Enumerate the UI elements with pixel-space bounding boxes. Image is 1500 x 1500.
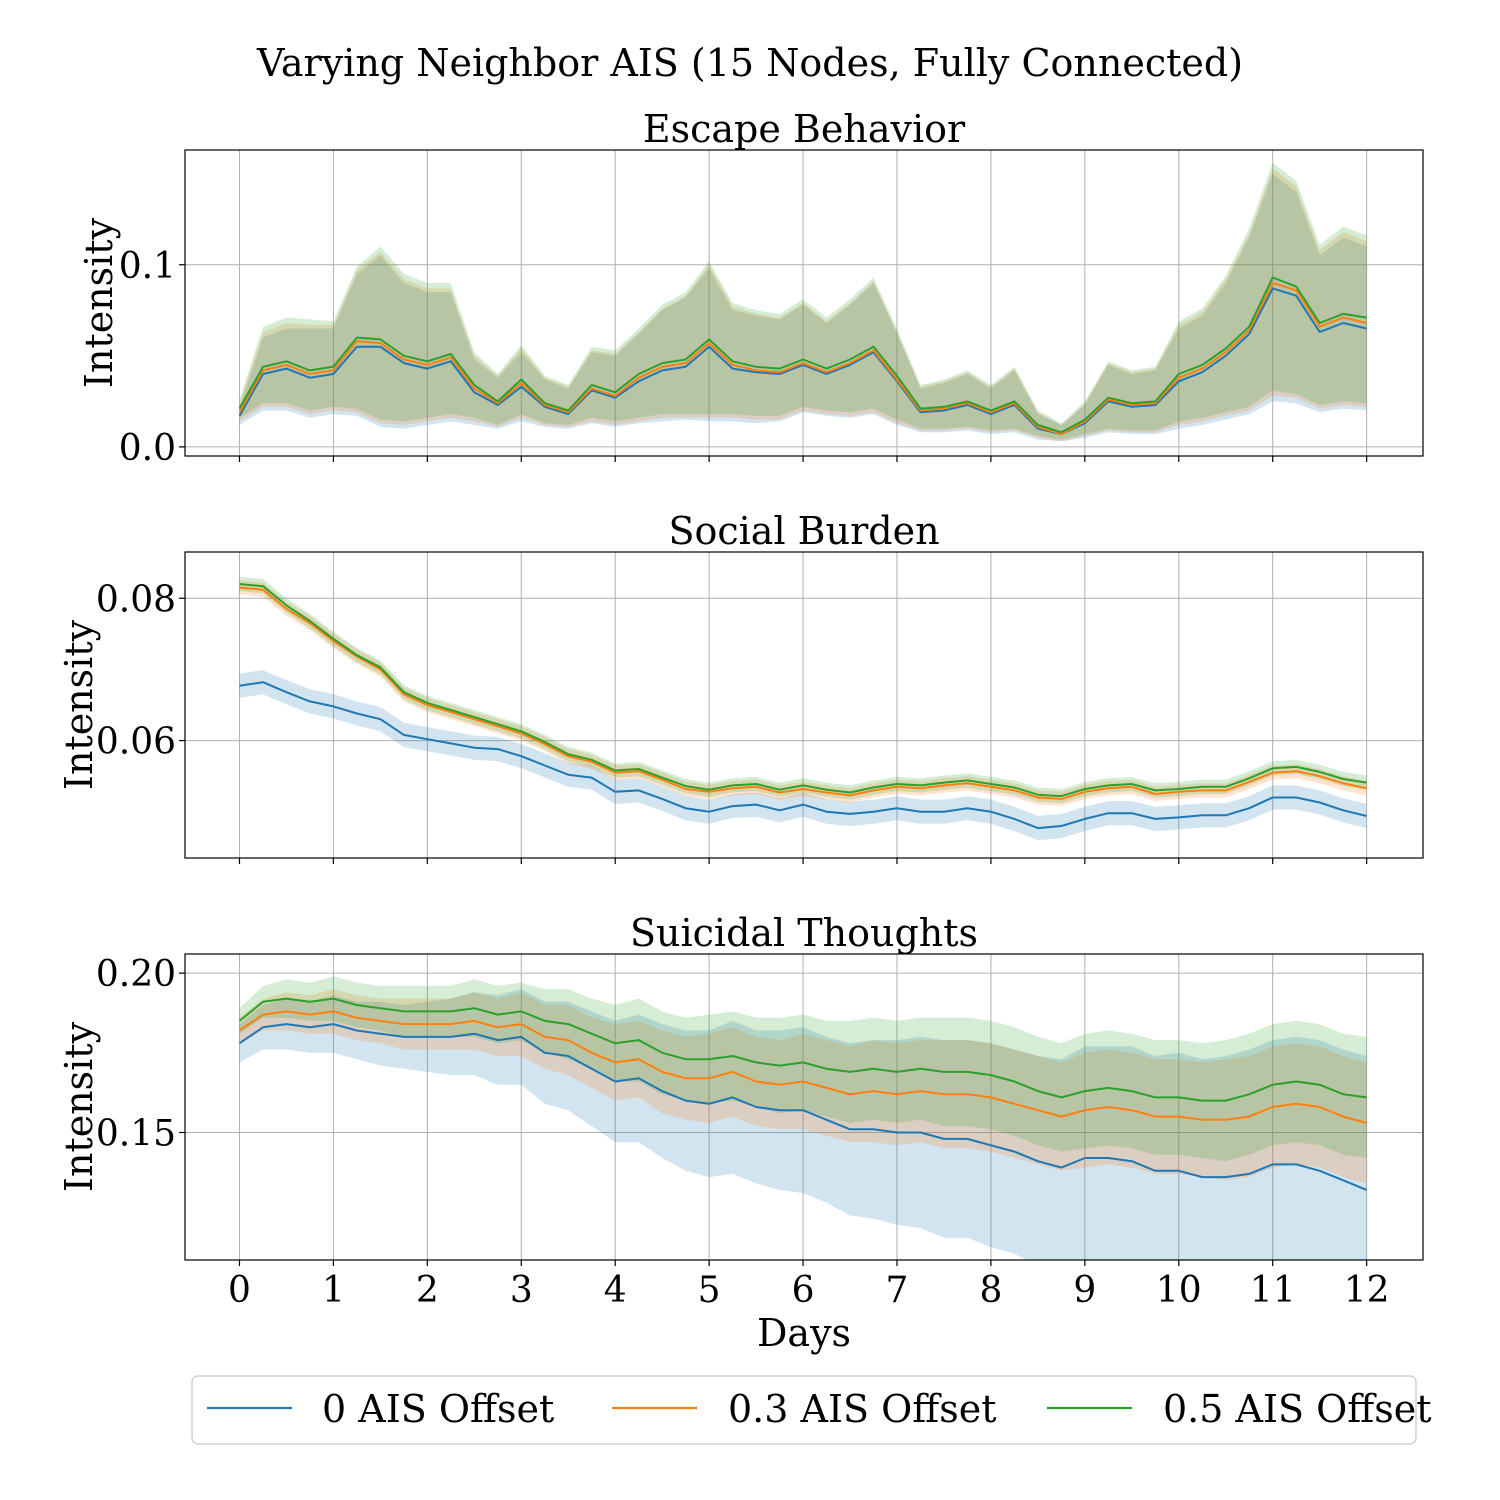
y-axis-label: Intensity — [57, 619, 101, 790]
legend-item: 0.3 AIS Offset — [612, 1387, 997, 1431]
series-band-1 — [239, 580, 1367, 807]
axes-frame — [184, 953, 1424, 1261]
legend-label: 0.3 AIS Offset — [728, 1387, 997, 1431]
legend-label: 0 AIS Offset — [322, 1387, 554, 1431]
series-line-2 — [238, 997, 1367, 1102]
plot-area — [238, 976, 1367, 1260]
x-tick-label: 6 — [792, 1270, 815, 1311]
y-tick-label: 0.20 — [96, 954, 176, 995]
ticks: 0.06 0.08 — [96, 579, 1368, 864]
series-line-1 — [238, 282, 1367, 436]
x-tick-label: 0 — [228, 1270, 251, 1311]
series-band-0 — [239, 173, 1367, 442]
y-tick-label: 0.15 — [96, 1114, 176, 1155]
x-tick-label: 10 — [1156, 1270, 1202, 1311]
x-tick-label: 5 — [698, 1270, 721, 1311]
legend-item: 0 AIS Offset — [207, 1387, 554, 1431]
legend-frame — [191, 1375, 1417, 1445]
series-line-0 — [238, 1023, 1367, 1191]
x-tick-label: 11 — [1250, 1270, 1296, 1311]
panel-title: Suicidal Thoughts — [630, 911, 978, 955]
chart-panel: 0.0 0.1 Escape Behavior Intensity — [77, 107, 1424, 469]
series-band-0 — [239, 670, 1367, 841]
legend-item: 0.5 AIS Offset — [1047, 1387, 1432, 1431]
x-axis-label: Days — [757, 1311, 851, 1355]
series-line-1 — [238, 1010, 1367, 1124]
x-tick-label: 8 — [979, 1270, 1002, 1311]
axes-frame — [184, 551, 1424, 859]
x-tick-label: 2 — [416, 1270, 439, 1311]
x-tick-label: 12 — [1344, 1270, 1390, 1311]
panel-title: Social Burden — [668, 509, 939, 553]
grid — [185, 150, 1423, 456]
x-tick-label: 3 — [510, 1270, 533, 1311]
y-axis-label: Intensity — [77, 217, 121, 388]
y-tick-label: 0.1 — [119, 246, 176, 287]
panel-title: Escape Behavior — [643, 107, 966, 151]
series-band-1 — [239, 168, 1367, 442]
axes-frame — [184, 149, 1424, 457]
series-line-0 — [239, 681, 1367, 830]
ticks: 0.0 0.1 — [119, 246, 1368, 469]
x-tick-label: 1 — [322, 1270, 345, 1311]
figure-suptitle: Varying Neighbor AIS (15 Nodes, Fully Co… — [256, 41, 1243, 85]
legend-label: 0.5 AIS Offset — [1163, 1387, 1432, 1431]
series-line-1 — [239, 586, 1367, 800]
y-tick-label: 0.08 — [96, 579, 176, 620]
x-tick-label: 7 — [886, 1270, 909, 1311]
series-line-0 — [238, 287, 1367, 436]
series-band-0 — [239, 989, 1367, 1260]
series-line-2 — [238, 276, 1367, 434]
y-tick-label: 0.0 — [119, 428, 176, 469]
plot-area — [238, 162, 1367, 442]
ticks: 0 1 2 3 4 5 6 7 8 9 10 11 120.150.20 — [96, 954, 1390, 1311]
y-tick-label: 0.06 — [96, 722, 176, 763]
y-axis-label: Intensity — [57, 1021, 101, 1192]
chart-panel: 0.06 0.08 Social Burden Intensity — [57, 509, 1424, 864]
series-line-2 — [239, 583, 1367, 798]
legend: 0 AIS Offset 0.3 AIS Offset 0.5 AIS Offs… — [191, 1375, 1432, 1445]
plot-area — [239, 576, 1367, 841]
x-tick-label: 4 — [604, 1270, 627, 1311]
series-band-2 — [239, 162, 1367, 440]
series-band-2 — [239, 976, 1367, 1162]
grid — [185, 954, 1423, 1260]
x-tick-label: 9 — [1073, 1270, 1096, 1311]
